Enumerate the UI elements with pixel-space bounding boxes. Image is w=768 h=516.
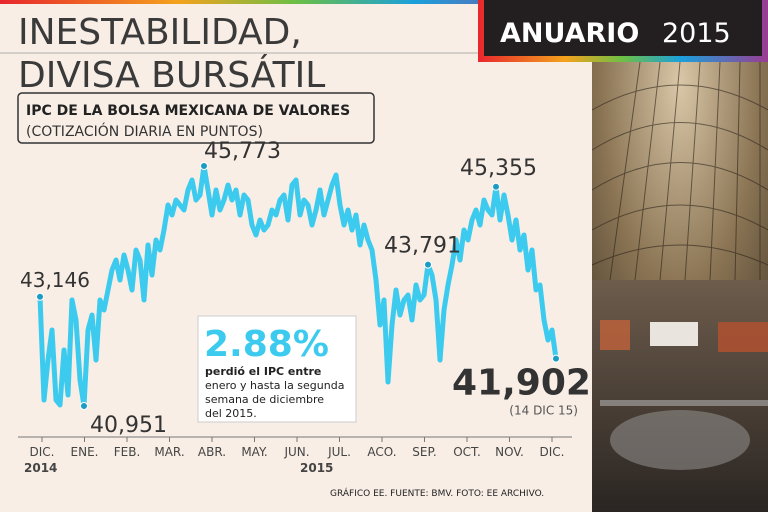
x-tick-label: DIC.: [540, 445, 565, 459]
callout-text: perdió el IPC entre: [205, 365, 321, 378]
ipc-line: [37, 163, 559, 409]
title-line: INESTABILIDAD,: [18, 12, 302, 53]
x-tick-label: JUL.: [327, 445, 351, 459]
value-label: 43,146: [20, 268, 90, 292]
x-tick-label: OCT.: [453, 445, 481, 459]
point-marker: [200, 162, 208, 170]
value-label: 40,951: [90, 413, 167, 438]
point-marker: [424, 260, 432, 269]
x-tick-label: ENE.: [71, 445, 99, 459]
x-tick-label: JUN.: [283, 445, 309, 459]
x-tick-label: MAR.: [154, 445, 184, 459]
callout-box: [197, 315, 357, 423]
callout-value: 2.88%: [204, 324, 329, 365]
x-tick-label: NOV.: [495, 445, 524, 459]
point-marker: [80, 402, 88, 410]
value-label: 45,773: [204, 139, 281, 164]
chart-subtitle: (COTIZACIÓN DIARIA EN PUNTOS): [26, 122, 263, 140]
year-label: 2014: [24, 461, 57, 475]
footer: GRÁFICO EE. FUENTE: BMV. FOTO: EE ARCHIV…: [330, 487, 544, 499]
x-tick-label: ACO.: [367, 445, 396, 459]
color-bar: [0, 0, 592, 4]
photo: [591, 60, 768, 512]
callout-text: semana de diciembre: [205, 393, 324, 406]
x-tick-label: DIC.: [30, 445, 55, 459]
chart-title-box: [17, 92, 375, 144]
value-label: 41,902: [452, 363, 591, 404]
year-label: 2015: [300, 461, 333, 475]
x-tick-label: SEP.: [412, 445, 436, 459]
point-marker: [552, 354, 560, 363]
value-label: 43,791: [384, 234, 461, 259]
callout-text: del 2015.: [205, 407, 257, 420]
point-marker: [36, 292, 44, 301]
chart-title: IPC DE LA BOLSA MEXICANA DE VALORES: [26, 103, 350, 119]
x-tick-label: ABR.: [198, 445, 226, 459]
badge-text: ANUARIO: [500, 18, 639, 49]
value-label: 45,355: [460, 156, 537, 181]
callout-text: enero y hasta la segunda: [205, 379, 344, 392]
x-tick-label: MAY.: [241, 445, 267, 459]
panel-bg: [0, 0, 592, 512]
x-tick-label: FEB.: [114, 445, 141, 459]
badge-year: 2015: [662, 18, 731, 49]
title-line: DIVISA BURSÁTIL: [18, 54, 325, 96]
date-label: (14 DIC 15): [509, 404, 578, 418]
point-marker: [492, 182, 500, 191]
badge-bg: [484, 0, 762, 56]
